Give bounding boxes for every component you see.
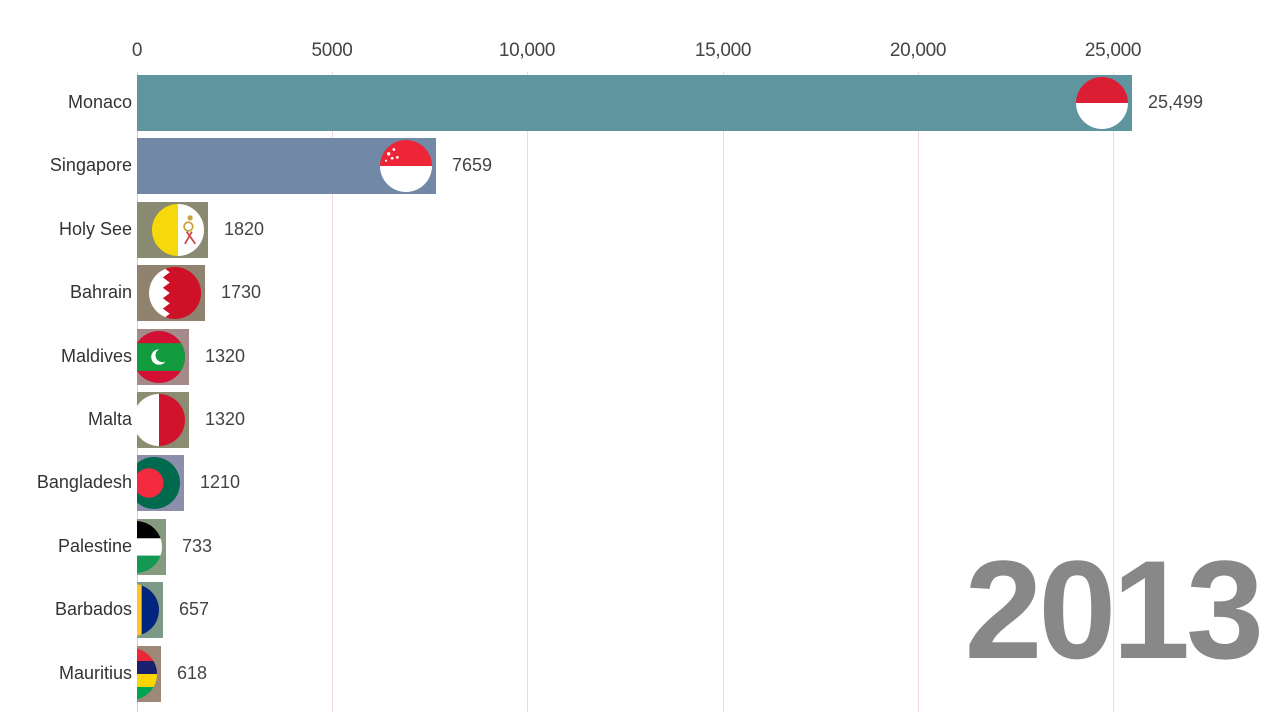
value-label: 1320 <box>205 409 246 429</box>
bahrain-flag-icon <box>149 267 201 320</box>
mauritius-flag-icon <box>137 647 157 700</box>
category-label: Palestine <box>57 535 132 556</box>
singapore-flag-icon <box>380 140 432 193</box>
gridline <box>332 72 333 712</box>
category-label: Bangladesh <box>36 472 132 493</box>
value-label: 1210 <box>200 472 241 493</box>
bar <box>137 75 1132 131</box>
value-label: 733 <box>182 535 213 556</box>
gridline <box>1113 72 1114 712</box>
category-label: Holy See <box>58 218 132 239</box>
value-label: 1320 <box>205 345 246 366</box>
value-label: 1820 <box>224 218 265 239</box>
palestine-flag-icon <box>137 520 162 573</box>
category-label: Mauritius <box>58 662 132 683</box>
category-label: Bahrain <box>69 282 132 303</box>
x-tick-label: 0 <box>131 40 143 61</box>
category-label: Barbados <box>54 599 132 620</box>
barbados-flag-icon <box>137 584 159 637</box>
gridline <box>918 72 919 712</box>
category-label: Malta <box>87 409 132 429</box>
year-label: 2013 <box>964 531 1264 688</box>
x-tick-label: 10,000 <box>498 40 556 61</box>
maldives-flag-icon <box>137 330 185 383</box>
gridline <box>527 72 528 712</box>
value-label: 7659 <box>452 155 493 176</box>
value-label: 25,499 <box>1148 92 1204 112</box>
category-label: Monaco <box>67 92 132 112</box>
value-label: 1730 <box>221 282 262 303</box>
x-tick-label: 20,000 <box>889 40 947 61</box>
value-label: 657 <box>179 599 210 620</box>
value-label: 618 <box>177 662 208 683</box>
category-label: Maldives <box>60 345 132 366</box>
x-tick-label: 15,000 <box>694 40 752 61</box>
category-label: Singapore <box>49 155 132 176</box>
x-tick-label: 5000 <box>311 40 353 61</box>
x-tick-label: 25,000 <box>1084 40 1142 61</box>
bangladesh-flag-icon <box>137 457 180 510</box>
gridline <box>723 72 724 712</box>
holy-see-flag-icon <box>152 203 204 256</box>
monaco-flag-icon <box>1076 77 1128 129</box>
malta-flag-icon <box>137 394 185 446</box>
